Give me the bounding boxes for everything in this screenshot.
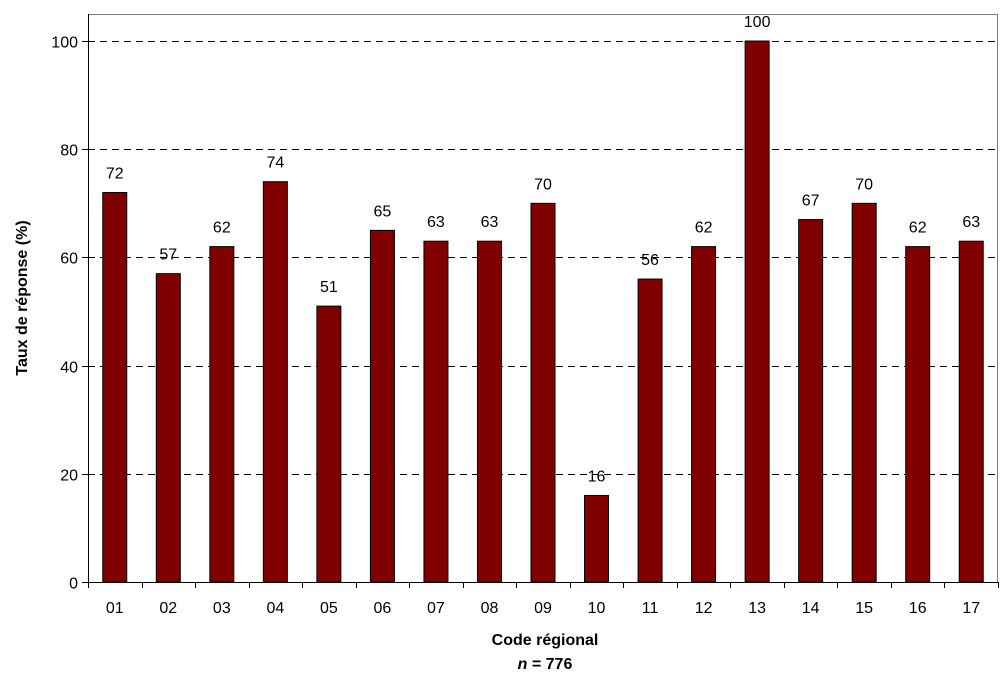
data-label: 67 [802,193,820,210]
bar [102,192,128,583]
x-tick-label: 08 [481,600,499,617]
data-label: 100 [744,14,771,31]
x-tick-label: 13 [748,600,766,617]
y-axis-ticks: 0 20 40 60 80 100 [51,35,88,593]
x-tick-label: 06 [374,600,392,617]
x-tick-label: 11 [642,600,659,617]
bar [851,202,877,583]
x-tick-label: 15 [855,600,873,617]
bar [476,240,502,583]
y-tick-label: 0 [69,576,78,593]
data-label: 62 [213,220,231,237]
data-label: 70 [534,176,552,193]
x-tick-label: 01 [106,600,124,617]
data-label: 62 [695,220,713,237]
x-tick-label: 07 [427,600,445,617]
x-tick-label: 14 [802,600,820,617]
data-labels: 72 57 62 74 51 65 63 63 70 16 56 62 100 67 70 62 63 [106,14,980,485]
x-axis-ticks: 01 02 03 04 05 06 07 08 09 10 11 12 13 14 15 16 17 [88,582,999,617]
bar [584,494,610,583]
x-tick-label: 09 [534,600,552,617]
sample-size-value: = 776 [527,656,572,673]
bar [155,273,181,583]
data-label: 74 [266,155,284,172]
y-tick-label: 20 [60,468,78,485]
bar [905,246,931,583]
gridlines [88,41,998,475]
x-tick-label: 10 [588,600,606,617]
bar [744,40,770,583]
x-tick-label: 17 [962,600,980,617]
bar [958,240,984,583]
x-tick-label: 03 [213,600,231,617]
data-label: 62 [909,220,927,237]
plot-frame [88,14,998,583]
data-label: 57 [159,247,177,264]
x-tick-label: 02 [159,600,177,617]
bar [423,240,449,583]
bar [369,229,395,583]
x-tick-label: 04 [266,600,284,617]
data-label: 72 [106,166,124,183]
data-label: 51 [320,279,338,296]
bar [316,305,342,583]
data-label: 16 [588,468,606,485]
bar [637,278,663,583]
bar [262,181,288,583]
sample-size-label: n = 776 [518,656,573,673]
x-tick-label: 05 [320,600,338,617]
y-axis-title: Taux de réponse (%) [14,220,31,375]
y-tick-label: 60 [60,251,78,268]
bar [691,246,717,583]
y-tick-label: 80 [60,143,78,160]
data-label: 63 [481,214,499,231]
y-tick-label: 40 [60,360,78,377]
bar [798,219,824,583]
data-label: 65 [374,203,392,220]
data-label: 70 [855,176,873,193]
x-axis-title: Code régional [492,632,599,649]
data-label: 56 [641,252,659,269]
bars [102,40,984,583]
sample-size-symbol: n [518,656,528,673]
x-tick-label: 16 [909,600,927,617]
bar [209,246,235,583]
bar [530,202,556,583]
data-label: 63 [962,214,980,231]
x-tick-label: 12 [695,600,713,617]
y-tick-label: 100 [51,35,78,52]
data-label: 63 [427,214,445,231]
